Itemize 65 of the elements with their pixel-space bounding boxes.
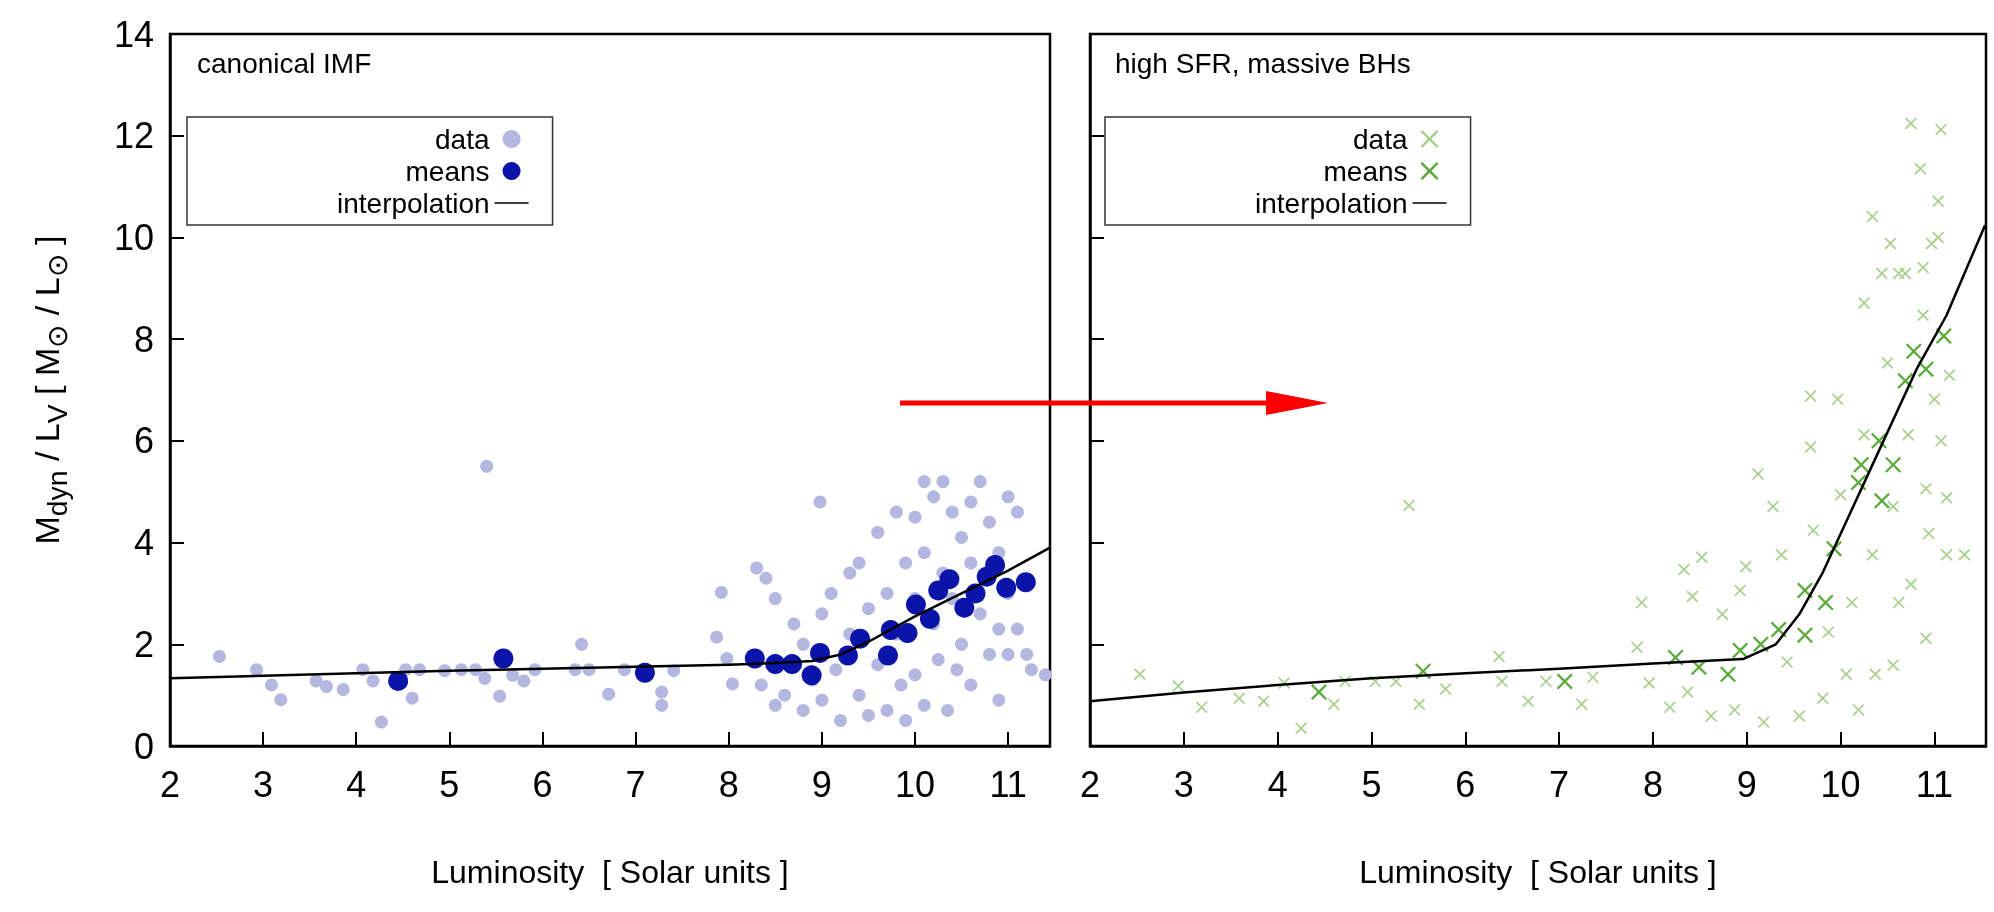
x-tick-label: 8 bbox=[1642, 763, 1663, 805]
point bbox=[919, 608, 940, 629]
point bbox=[1556, 673, 1573, 690]
x-tick-label: 3 bbox=[253, 763, 274, 805]
point bbox=[1873, 492, 1890, 509]
point bbox=[985, 554, 1006, 575]
legend-label: data bbox=[1353, 123, 1408, 155]
point bbox=[1796, 582, 1813, 599]
legend-label: means bbox=[1323, 155, 1408, 187]
point bbox=[954, 597, 975, 618]
text: high SFR, massive BHs bbox=[1115, 47, 1411, 79]
x-tick-label: 8 bbox=[718, 763, 739, 805]
point bbox=[1796, 627, 1813, 644]
legend-label: interpolation bbox=[1254, 187, 1408, 219]
point bbox=[1015, 572, 1036, 593]
point bbox=[388, 670, 409, 691]
point bbox=[1905, 343, 1922, 360]
x-tick-label: 9 bbox=[1736, 763, 1757, 805]
legend-label: data bbox=[435, 123, 490, 155]
x-tick-label: 7 bbox=[625, 763, 646, 805]
x-tick-label: 5 bbox=[1361, 763, 1382, 805]
point bbox=[996, 577, 1017, 598]
point bbox=[801, 665, 822, 686]
point bbox=[1917, 361, 1934, 378]
y-tick-label: 10 bbox=[113, 216, 154, 258]
x-tick-label: 11 bbox=[989, 763, 1027, 805]
y-tick-label: 12 bbox=[113, 115, 154, 157]
y-tick-label: 2 bbox=[133, 623, 154, 665]
point bbox=[1719, 666, 1736, 683]
point bbox=[897, 623, 918, 644]
point bbox=[1817, 594, 1834, 611]
y-tick-label: 4 bbox=[133, 522, 154, 564]
x-axis-title: Luminosity [ Solar units ] bbox=[431, 854, 789, 890]
x-tick-label: 10 bbox=[894, 763, 935, 805]
x-tick-label: 2 bbox=[1079, 763, 1101, 805]
text: canonical IMF bbox=[197, 47, 372, 79]
point bbox=[1885, 456, 1902, 473]
point bbox=[939, 569, 960, 590]
x-tick-label: 4 bbox=[346, 763, 367, 805]
point bbox=[1310, 684, 1327, 701]
point bbox=[1853, 456, 1870, 473]
x-tick-label: 6 bbox=[1455, 763, 1476, 805]
point bbox=[493, 648, 514, 669]
y-tick-label: 6 bbox=[133, 420, 154, 462]
x-tick-label: 2 bbox=[159, 763, 181, 805]
point bbox=[877, 645, 898, 666]
legend-label: means bbox=[405, 155, 490, 187]
point bbox=[1752, 636, 1769, 653]
point bbox=[1732, 642, 1749, 659]
y-tick-label: 0 bbox=[133, 725, 154, 767]
x-axis-title: Luminosity [ Solar units ] bbox=[1359, 854, 1717, 890]
x-tick-label: 6 bbox=[532, 763, 553, 805]
x-tick-label: 9 bbox=[811, 763, 832, 805]
point bbox=[1935, 328, 1952, 345]
y-tick-label: 8 bbox=[133, 318, 154, 360]
x-tick-label: 10 bbox=[1820, 763, 1861, 805]
x-tick-label: 7 bbox=[1549, 763, 1570, 805]
x-tick-label: 5 bbox=[439, 763, 460, 805]
point bbox=[1897, 372, 1914, 389]
y-tick-label: 14 bbox=[113, 13, 154, 55]
x-tick-label: 11 bbox=[1915, 763, 1954, 805]
x-tick-label: 4 bbox=[1267, 763, 1288, 805]
point bbox=[905, 594, 926, 615]
legend-label: interpolation bbox=[336, 187, 490, 219]
x-tick-label: 3 bbox=[1173, 763, 1194, 805]
